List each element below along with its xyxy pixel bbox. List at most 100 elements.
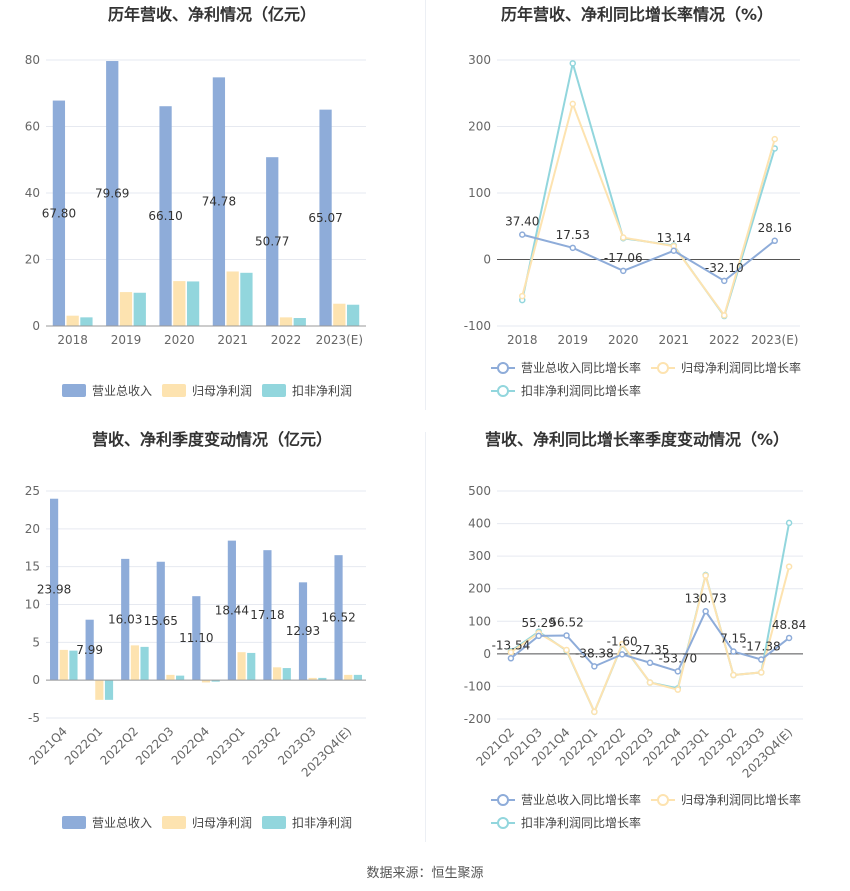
x-tick-label: 2021Q4: [26, 724, 70, 768]
data-point: [646, 659, 654, 667]
y-tick-label: 200: [468, 120, 491, 134]
y-tick-label: 400: [468, 517, 491, 531]
data-point: [721, 277, 728, 285]
y-tick-label: 300: [468, 53, 491, 67]
bar: [133, 292, 146, 326]
y-tick-label: 60: [25, 120, 40, 134]
data-source-note: 数据来源：恒生聚源: [366, 866, 484, 881]
legend-label: 扣非净利润同比增长率: [521, 383, 641, 398]
data-point: [785, 563, 793, 570]
legend-swatch: [162, 816, 186, 829]
data-point: [702, 572, 709, 579]
bar: [226, 271, 239, 326]
legend-swatch-marker: [497, 794, 509, 806]
bar: [263, 550, 272, 681]
legend-swatch-marker: [497, 817, 509, 829]
chart-title: 历年营收、净利情况（亿元）: [108, 5, 316, 24]
y-tick-label: 20: [25, 253, 40, 267]
data-label: 130.73: [685, 591, 727, 605]
data-point: [730, 648, 737, 655]
data-point: [785, 519, 793, 527]
data-label: 12.93: [286, 624, 320, 638]
bar: [119, 292, 133, 326]
data-label: 18.44: [215, 603, 249, 617]
y-tick-label: 200: [468, 582, 491, 596]
bar: [298, 582, 308, 681]
data-point: [702, 608, 709, 615]
y-tick-label: 0: [32, 319, 40, 333]
bar: [52, 100, 66, 326]
y-tick-label: -200: [464, 712, 491, 726]
x-tick-label: 2023Q1: [204, 724, 248, 768]
x-tick-label: 2022Q2: [97, 724, 141, 768]
bar: [333, 303, 346, 326]
bar: [266, 157, 279, 326]
data-point: [591, 663, 598, 670]
x-tick-label: 2022: [271, 333, 302, 347]
chart-title: 历年营收、净利同比增长率情况（%）: [501, 5, 773, 24]
bar: [104, 680, 114, 700]
bar: [201, 680, 211, 683]
data-label: 48.84: [772, 618, 806, 632]
data-label: 65.07: [308, 211, 342, 225]
data-label: 37.40: [505, 215, 539, 229]
data-point: [758, 656, 765, 663]
data-point: [507, 655, 515, 662]
bar: [85, 619, 94, 681]
data-point: [771, 237, 778, 245]
data-label: -38.38: [575, 646, 614, 660]
y-tick-label: 10: [25, 598, 40, 612]
bar: [50, 498, 59, 681]
bar: [282, 668, 291, 681]
panel-divider: [425, 432, 426, 842]
bar: [273, 667, 282, 681]
x-tick-label: 2023(E): [751, 333, 798, 347]
bar: [237, 652, 246, 681]
data-point: [507, 648, 515, 656]
legend-swatch: [162, 384, 186, 397]
bar: [140, 646, 149, 681]
bar: [173, 281, 186, 326]
bar: [247, 652, 256, 681]
legend-label: 扣非净利润: [292, 384, 352, 398]
data-label: 74.78: [202, 195, 236, 209]
data-label: 7.99: [76, 643, 103, 657]
bar: [80, 317, 93, 326]
legend-label: 营业总收入: [92, 816, 152, 830]
bar: [95, 680, 104, 700]
data-label: 15.65: [144, 614, 178, 628]
bar: [69, 650, 78, 681]
x-tick-label: 2018: [57, 333, 88, 347]
x-tick-label: 2020: [164, 333, 195, 347]
data-label: 55.29: [522, 616, 556, 630]
panel-divider: [425, 0, 426, 410]
legend-label: 扣非净利润: [292, 816, 352, 830]
x-tick-label: 2022: [709, 333, 740, 347]
legend-label: 归母净利润同比增长率: [681, 792, 801, 807]
bar: [227, 540, 236, 681]
data-point: [563, 632, 570, 639]
bar: [353, 674, 362, 681]
data-label: 17.53: [556, 228, 590, 242]
x-tick-label: 2022Q1: [62, 724, 106, 768]
x-tick-label: 2020: [608, 333, 639, 347]
legend-swatch-marker: [497, 385, 509, 397]
data-point: [569, 244, 576, 252]
bar: [192, 596, 201, 681]
annual-growth-rate-chart: 历年营收、净利同比增长率情况（%） -100 0 100 200 300 37.40 17.5…: [425, 0, 850, 410]
data-point: [569, 100, 576, 108]
legend-label: 营业总收入: [92, 384, 152, 398]
data-point: [569, 60, 576, 67]
data-point: [618, 640, 626, 648]
data-label: -17.06: [604, 251, 643, 265]
legend-swatch: [62, 816, 86, 829]
data-label: 17.18: [250, 608, 284, 622]
legend-swatch-marker: [497, 362, 509, 374]
bar: [59, 649, 68, 681]
data-point: [758, 669, 765, 676]
y-tick-label: 0: [483, 647, 491, 661]
bar: [106, 61, 119, 326]
bar: [121, 558, 130, 681]
bar: [156, 561, 165, 681]
x-tick-label: 2023Q2: [240, 724, 284, 768]
